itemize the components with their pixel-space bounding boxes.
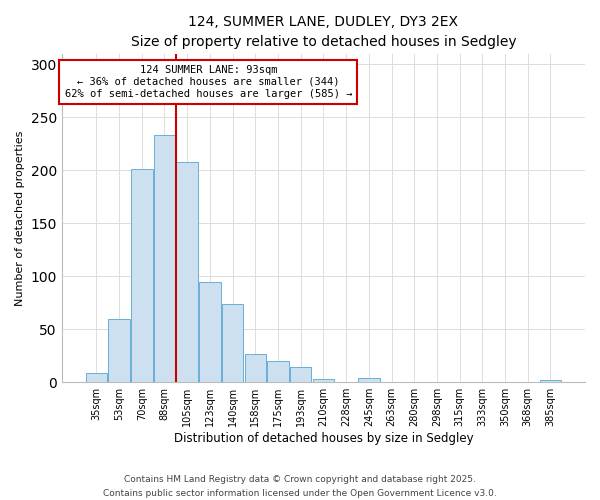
Bar — [313, 379, 334, 382]
Bar — [290, 368, 311, 382]
Y-axis label: Number of detached properties: Number of detached properties — [15, 130, 25, 306]
Bar — [245, 354, 266, 382]
Bar — [358, 378, 380, 382]
Bar — [267, 361, 289, 382]
Bar — [108, 318, 130, 382]
Text: 124 SUMMER LANE: 93sqm
← 36% of detached houses are smaller (344)
62% of semi-de: 124 SUMMER LANE: 93sqm ← 36% of detached… — [65, 66, 352, 98]
Bar — [86, 372, 107, 382]
Bar — [176, 162, 198, 382]
Bar — [154, 136, 175, 382]
Bar — [222, 304, 244, 382]
Title: 124, SUMMER LANE, DUDLEY, DY3 2EX
Size of property relative to detached houses i: 124, SUMMER LANE, DUDLEY, DY3 2EX Size o… — [131, 15, 516, 48]
Bar — [131, 170, 152, 382]
X-axis label: Distribution of detached houses by size in Sedgley: Distribution of detached houses by size … — [173, 432, 473, 445]
Bar — [199, 282, 221, 382]
Bar — [539, 380, 561, 382]
Text: Contains HM Land Registry data © Crown copyright and database right 2025.
Contai: Contains HM Land Registry data © Crown c… — [103, 476, 497, 498]
